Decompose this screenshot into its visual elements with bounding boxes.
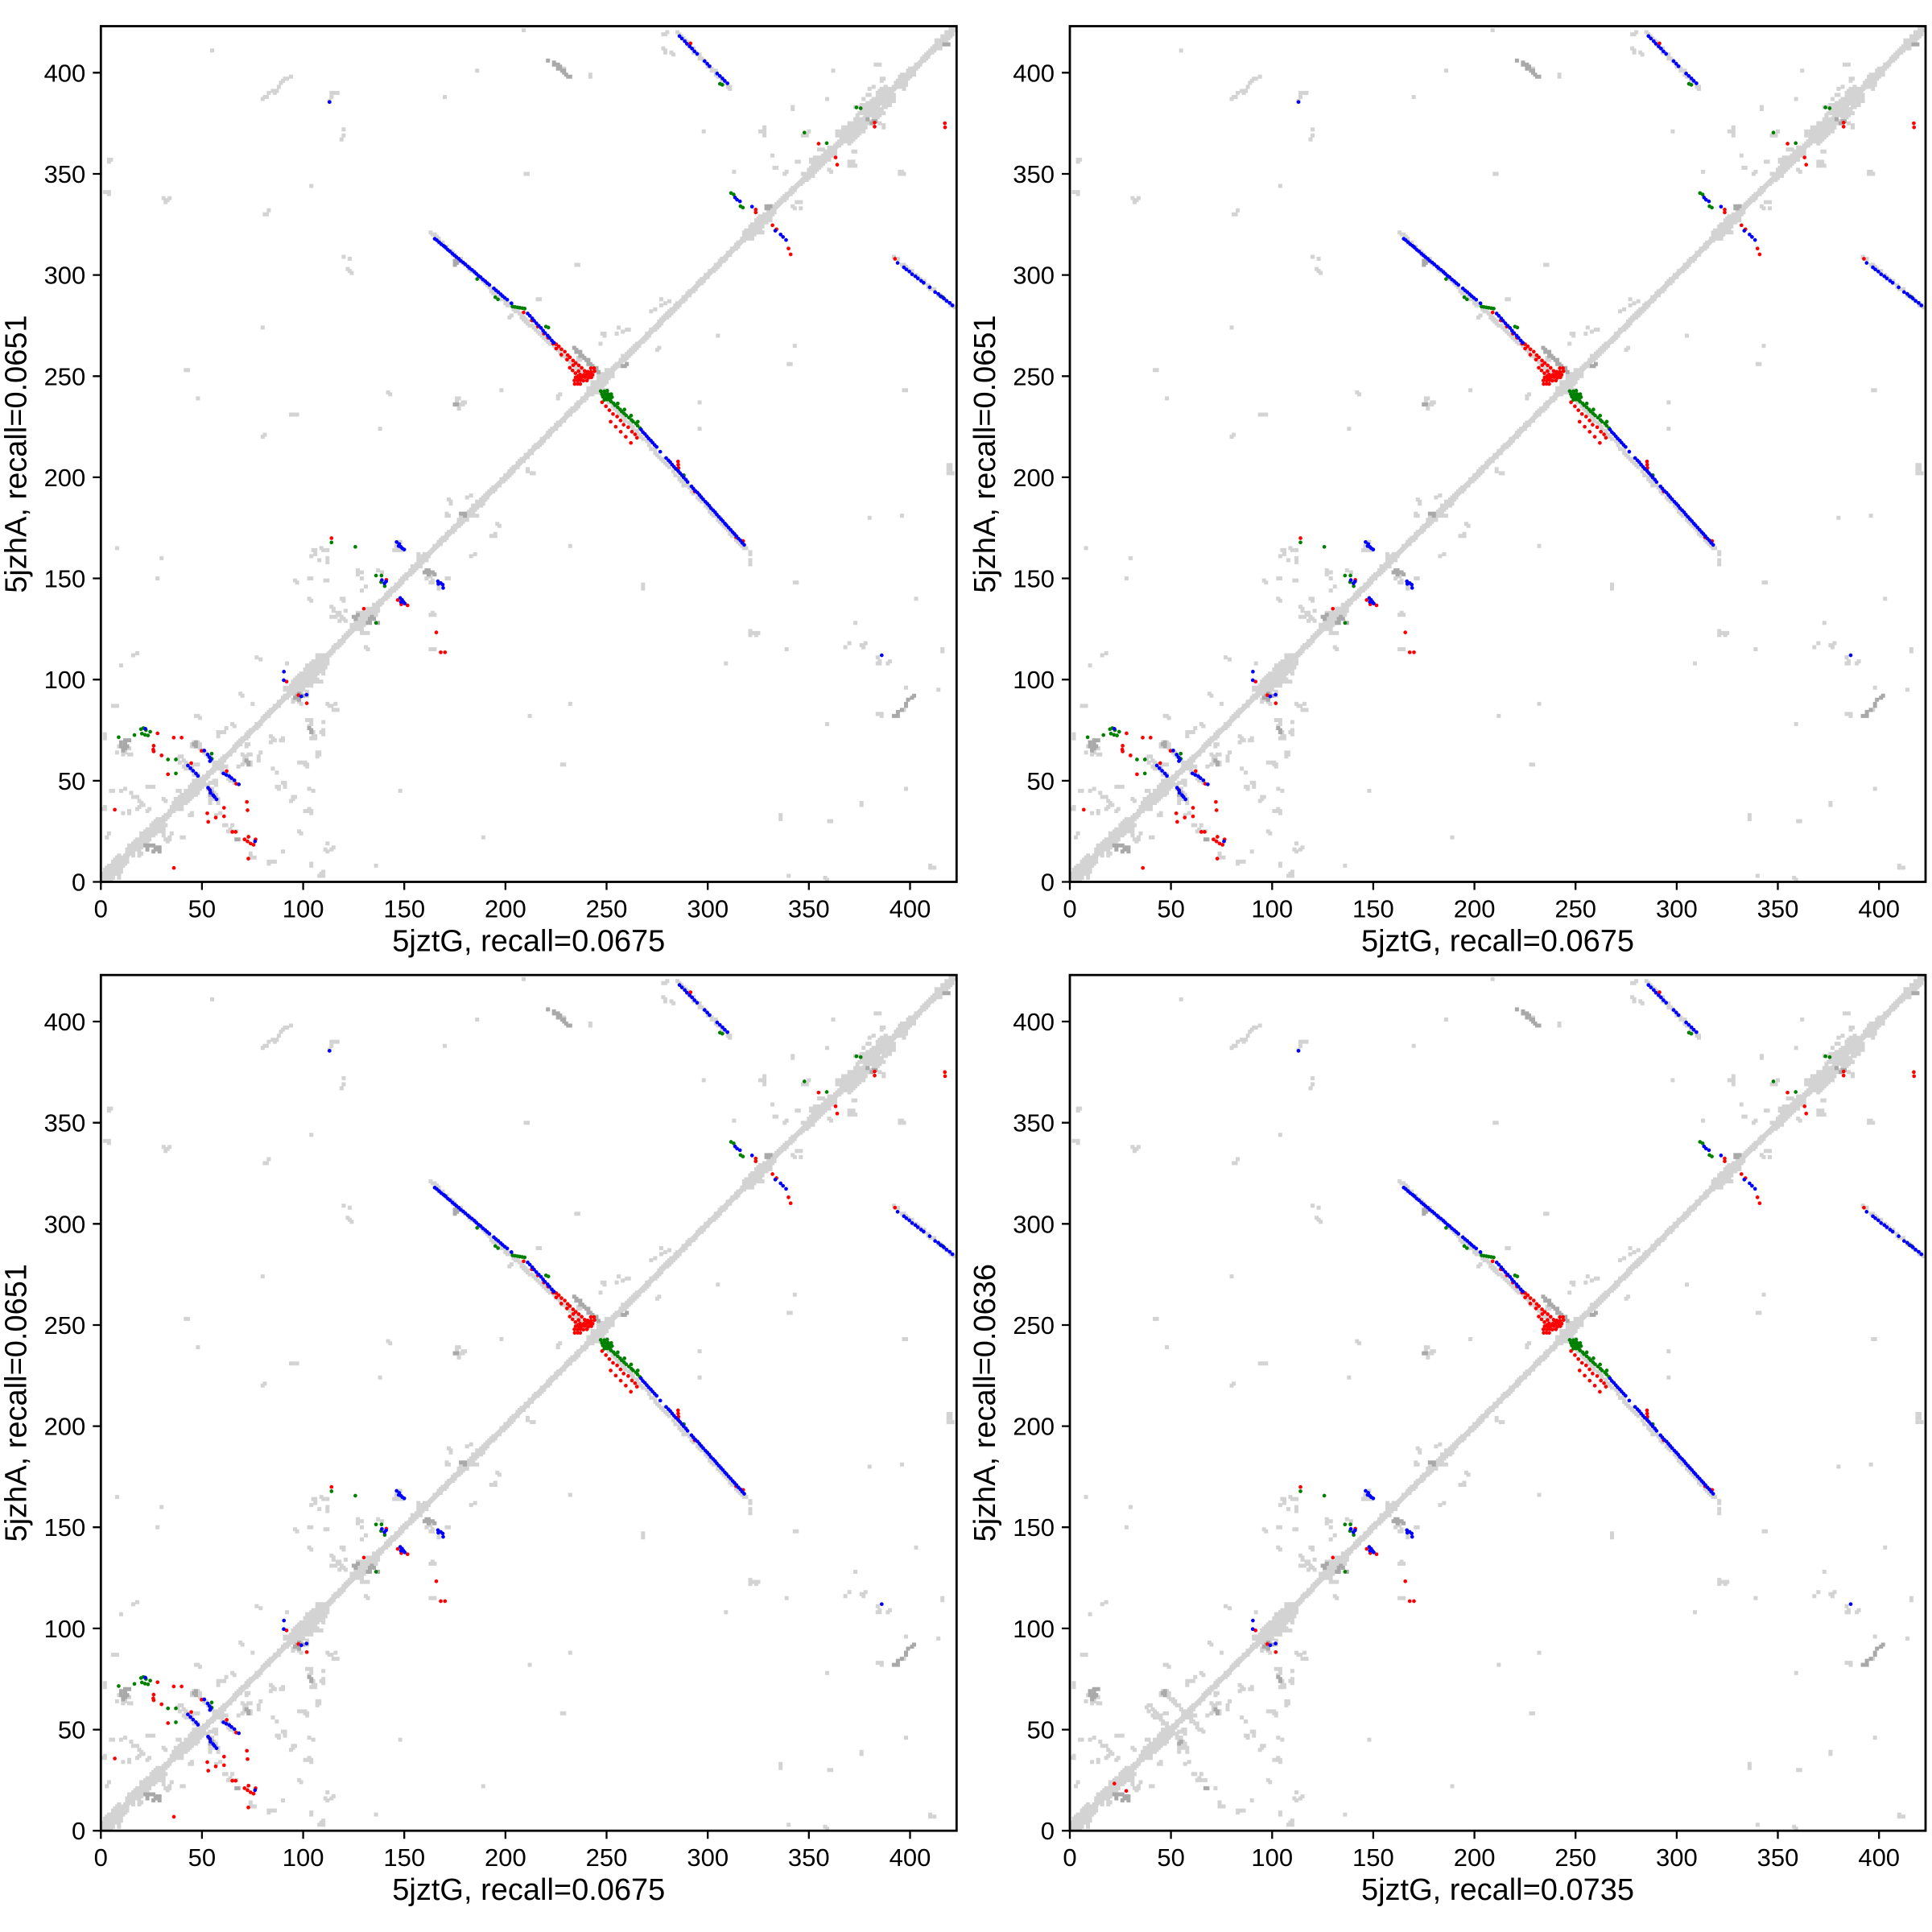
svg-text:5jzhA, recall=0.0636: 5jzhA, recall=0.0636: [968, 1264, 1002, 1542]
svg-text:5jztG, recall=0.0675: 5jztG, recall=0.0675: [392, 925, 665, 959]
svg-text:5jzhA, recall=0.0651: 5jzhA, recall=0.0651: [0, 1264, 33, 1542]
svg-text:5jztG, recall=0.0675: 5jztG, recall=0.0675: [1361, 925, 1634, 959]
svg-text:5jztG, recall=0.0675: 5jztG, recall=0.0675: [392, 1873, 665, 1907]
svg-text:5jzhA, recall=0.0651: 5jzhA, recall=0.0651: [0, 315, 33, 592]
svg-text:5jztG, recall=0.0735: 5jztG, recall=0.0735: [1361, 1873, 1634, 1907]
svg-text:5jzhA, recall=0.0651: 5jzhA, recall=0.0651: [968, 315, 1002, 592]
